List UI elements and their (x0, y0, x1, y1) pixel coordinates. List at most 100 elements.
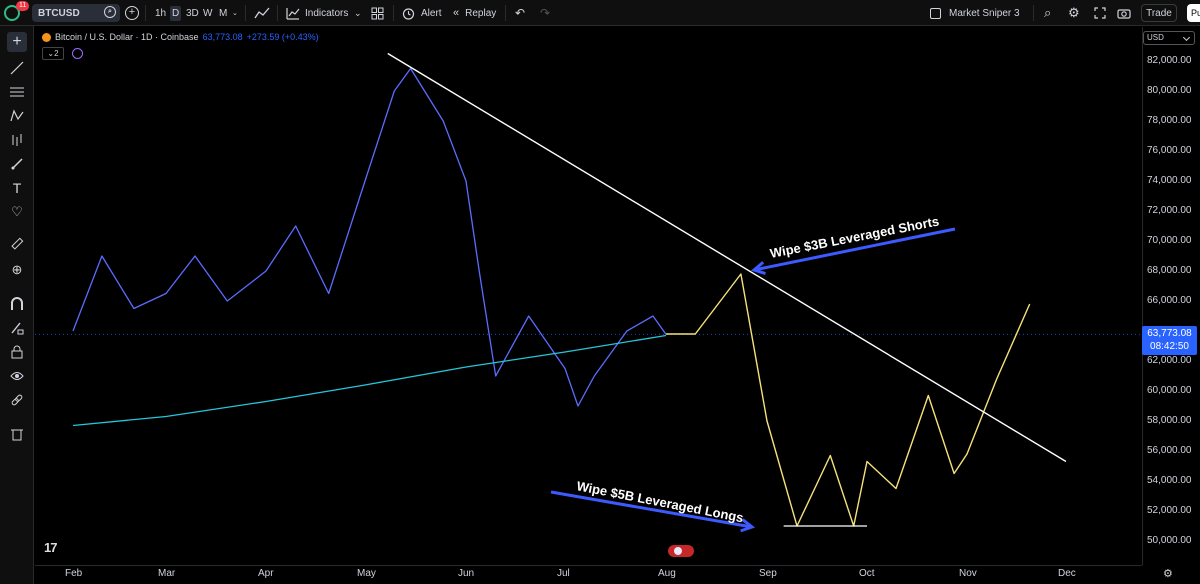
pattern-icon (10, 109, 24, 122)
price-tick-label: 58,000.00 (1147, 415, 1192, 426)
timeframe-w[interactable]: W (203, 7, 213, 19)
price-tick-label: 54,000.00 (1147, 475, 1192, 486)
fullscreen-icon (1094, 7, 1106, 19)
indicator-toggle[interactable]: ⌄2 (42, 47, 64, 60)
layouts-button[interactable] (371, 0, 384, 26)
timeframe-m[interactable]: M (219, 7, 228, 19)
chevron-icon: ⌄ (47, 49, 55, 58)
resistance-trendline (387, 52, 1067, 463)
alarm-clock-icon (402, 7, 415, 20)
time-axis[interactable] (35, 565, 1142, 584)
publish-button[interactable]: Pu (1187, 4, 1200, 22)
magnet-tool[interactable] (7, 294, 27, 314)
timeframe-d[interactable]: D (170, 5, 182, 21)
legend-change: +273.59 (+0.43%) (246, 32, 319, 42)
indicators-button[interactable]: Indicators (286, 0, 348, 26)
time-tick-label: May (357, 568, 376, 579)
brush-icon (11, 158, 23, 170)
replay-button[interactable]: « Replay (453, 0, 496, 26)
indicators-icon (286, 7, 300, 20)
longs-arrow (550, 490, 753, 529)
eye-icon (10, 372, 24, 380)
compare-symbol-button[interactable]: + (125, 0, 139, 26)
redo-icon[interactable]: ↷ (540, 6, 551, 20)
hide-drawings-tool[interactable] (7, 366, 27, 386)
time-tick-label: Dec (1058, 568, 1076, 579)
price-tick-label: 82,000.00 (1147, 55, 1192, 66)
brush-tool[interactable] (7, 154, 27, 174)
time-tick-label: Apr (258, 568, 274, 579)
crosshair-icon: + (12, 33, 22, 50)
layout-name: Market Sniper 3 (949, 7, 1020, 19)
current-price-label: 63,773.08 08:42:50 (1142, 326, 1197, 355)
price-tick-label: 60,000.00 (1147, 385, 1192, 396)
lock-drawings-tool[interactable] (7, 342, 27, 362)
grid-icon (371, 7, 384, 19)
lock-icon (11, 345, 23, 359)
trade-button[interactable]: Trade (1141, 4, 1177, 22)
zoom-tool[interactable]: ⊕ (7, 260, 27, 280)
price-tick-label: 56,000.00 (1147, 445, 1192, 456)
fib-icon (10, 87, 24, 97)
rewind-icon: « (453, 7, 460, 19)
price-tick-label: 80,000.00 (1147, 85, 1192, 96)
symbol-search[interactable]: BTCUSD ⌕ (32, 4, 120, 22)
price-tick-label: 52,000.00 (1147, 505, 1192, 516)
indicator-icon[interactable] (72, 48, 83, 59)
trash-icon (11, 429, 23, 441)
moving-average-line (72, 334, 667, 427)
price-axis[interactable] (1142, 27, 1200, 565)
logo-avatar[interactable]: 11 (4, 0, 30, 26)
trendline-tool[interactable] (7, 58, 27, 78)
forecast-tool[interactable] (7, 130, 27, 150)
time-tick-label: Aug (658, 568, 676, 579)
link-icon (11, 394, 23, 406)
text-tool[interactable]: T (7, 178, 27, 198)
camera-icon (1117, 9, 1131, 19)
chart-type-button[interactable] (254, 0, 270, 26)
alert-label: Alert (421, 7, 442, 19)
icon-tool[interactable]: ♡ (7, 202, 27, 222)
pattern-tool[interactable] (7, 106, 27, 126)
price-line (72, 67, 667, 407)
symbol-info-icon: ⌕ (104, 6, 116, 18)
quick-search-icon[interactable]: ⌕ (1044, 5, 1052, 20)
layout-selector[interactable]: Market Sniper 3 (930, 0, 1020, 26)
remove-drawings-tool[interactable] (7, 424, 27, 444)
alert-button[interactable]: Alert (402, 0, 442, 26)
timeframe-1h[interactable]: 1h (155, 7, 167, 19)
shorts-arrow-head (750, 261, 766, 275)
shorts-arrow (753, 227, 956, 272)
price-tick-label: 76,000.00 (1147, 145, 1192, 156)
snapshot-button[interactable] (1117, 0, 1131, 26)
stay-drawing-tool[interactable] (7, 318, 27, 338)
link-tool[interactable] (7, 390, 27, 410)
timeframe-3d[interactable]: 3D (186, 7, 199, 19)
price-tick-label: 78,000.00 (1147, 115, 1192, 126)
price-tick-label: 50,000.00 (1147, 535, 1192, 546)
chart-legend: Bitcoin / U.S. Dollar · 1D · Coinbase 63… (42, 32, 319, 42)
plus-circle-icon: + (125, 6, 139, 20)
time-tick-label: Nov (959, 568, 977, 579)
undo-icon[interactable]: ↶ (515, 6, 526, 20)
currency-selector[interactable]: USD (1143, 31, 1195, 45)
price-tick-label: 68,000.00 (1147, 265, 1192, 276)
current-price: 63,773.08 (1147, 328, 1192, 339)
fullscreen-button[interactable] (1094, 0, 1106, 26)
magnet-icon (11, 297, 23, 310)
measure-tool[interactable] (7, 234, 27, 254)
tradingview-logo: 17 (44, 540, 58, 555)
fib-tool[interactable] (7, 82, 27, 102)
trendline-icon (10, 61, 24, 75)
crosshair-tool[interactable]: + (7, 32, 27, 52)
timeframe-dropdown-icon[interactable]: ⌄ (232, 10, 238, 17)
indicators-dropdown-icon[interactable]: ⌄ (354, 7, 362, 18)
symbol-label: BTCUSD (38, 7, 80, 19)
timeframe-d-wrap[interactable]: D (170, 0, 182, 26)
profile-icon (4, 5, 20, 21)
pencil-lock-icon (11, 322, 24, 335)
heart-icon: ♡ (11, 204, 23, 219)
settings-gear-icon[interactable]: ⚙ (1068, 5, 1080, 20)
axis-settings-icon[interactable]: ⚙ (1163, 568, 1173, 580)
